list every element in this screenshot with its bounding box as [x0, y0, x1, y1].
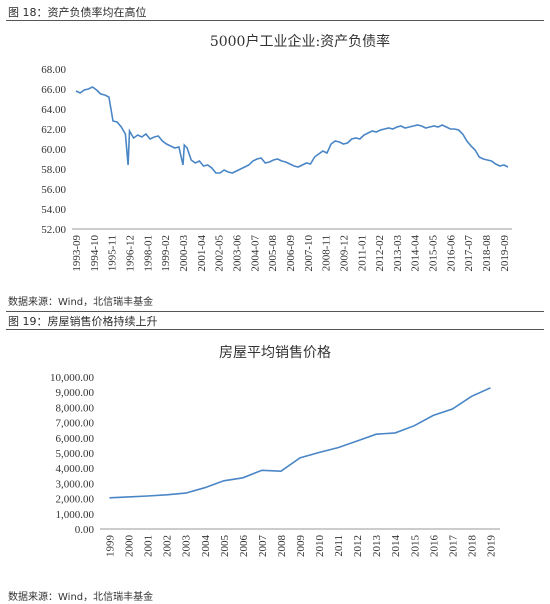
- x-tick-label: 2014-04: [410, 235, 422, 272]
- x-tick-label: 2006-09: [285, 235, 297, 272]
- x-tick-label: 2000-03: [178, 235, 190, 272]
- x-tick-label: 2010: [314, 535, 326, 558]
- chart-1-title: 5000户工业企业:资产负债率: [210, 33, 390, 50]
- x-tick-label: 2016-06: [445, 235, 457, 272]
- debt-ratio-chart: 5000户工业企业:资产负债率 68.00 66.00 64.00 62.00 60.0…: [41, 33, 512, 272]
- figure-19-caption: 图 19：房屋销售价格持续上升: [8, 315, 158, 328]
- chart-2-plot-area: [109, 387, 491, 499]
- house-price-series-line: [109, 387, 491, 499]
- debt-ratio-series-line: [75, 86, 509, 174]
- x-tick-label: 1999-02: [160, 235, 172, 272]
- figure-18-source: 数据来源：Wind，北信瑞丰基金: [8, 297, 154, 308]
- x-tick-label: 2011: [333, 535, 345, 557]
- x-tick-label: 1998-01: [142, 235, 154, 272]
- y-tick-label: 1,000.00: [56, 509, 95, 521]
- figure-19-source: 数据来源：Wind，北信瑞丰基金: [8, 592, 154, 603]
- x-tick-label: 2019: [485, 535, 497, 558]
- x-tick-label: 2015: [409, 535, 421, 558]
- x-tick-label: 2014: [390, 535, 402, 558]
- x-tick-label: 2019-09: [499, 235, 511, 272]
- x-tick-label: 2016: [428, 535, 440, 558]
- x-tick-label: 2002: [162, 535, 174, 557]
- x-tick-label: 2018-08: [481, 235, 493, 272]
- y-tick-label: 68.00: [41, 64, 66, 76]
- x-tick-label: 2007: [257, 535, 269, 558]
- x-tick-label: 2011-01: [356, 235, 368, 271]
- x-tick-label: 1996-12: [124, 235, 136, 272]
- figure-18-caption: 图 18：资产负债率均在高位: [8, 6, 147, 19]
- x-tick-label: 2004: [200, 535, 212, 558]
- y-tick-label: 66.00: [41, 84, 66, 96]
- y-tick-label: 54.00: [41, 204, 66, 216]
- x-tick-label: 2003: [181, 535, 193, 558]
- x-tick-label: 1999: [105, 535, 117, 558]
- x-tick-label: 2012-02: [374, 235, 386, 272]
- y-tick-label: 6,000.00: [56, 433, 95, 445]
- x-tick-label: 2008-11: [321, 235, 333, 271]
- x-tick-label: 2008: [276, 535, 288, 558]
- y-tick-label: 3,000.00: [56, 478, 95, 490]
- x-tick-label: 1994-10: [89, 235, 101, 272]
- x-tick-label: 2015-05: [428, 235, 440, 272]
- x-tick-label: 2000: [124, 535, 136, 558]
- x-tick-label: 1995-11: [107, 235, 119, 271]
- y-tick-label: 10,000.00: [50, 372, 95, 384]
- chart-2-x-axis: 1999 2000 2001 2002 2003 2004 2005 2006 2007 2008…: [105, 535, 498, 558]
- caption-rule-middle: [6, 311, 544, 312]
- y-tick-label: 58.00: [41, 164, 66, 176]
- x-tick-label: 2018: [466, 535, 478, 558]
- y-tick-label: 2,000.00: [56, 494, 95, 506]
- x-tick-label: 2001: [143, 535, 155, 557]
- chart-2-y-axis: 10,000.00 9,000.00 8,000.00 7,000.00 6,000.0…: [50, 372, 500, 536]
- x-tick-label: 2001-04: [196, 235, 208, 272]
- x-tick-label: 2005: [219, 535, 231, 558]
- y-tick-label: 0.00: [75, 524, 95, 536]
- y-tick-label: 56.00: [41, 184, 66, 196]
- x-tick-label: 2009: [295, 535, 307, 558]
- y-tick-label: 7,000.00: [56, 418, 95, 430]
- x-tick-label: 2017-07: [463, 235, 475, 272]
- y-tick-label: 8,000.00: [56, 402, 95, 414]
- y-tick-label: 52.00: [41, 224, 66, 236]
- x-tick-label: 2013-03: [392, 235, 404, 272]
- chart-1-plot-area: [75, 86, 509, 174]
- x-tick-label: 2006: [238, 535, 250, 558]
- caption-rule-lower: [6, 329, 544, 330]
- y-tick-label: 64.00: [41, 104, 66, 116]
- chart-1-y-axis: 68.00 66.00 64.00 62.00 60.00 58.00 56.00 54.00…: [41, 64, 512, 236]
- chart-2-title: 房屋平均销售价格: [219, 345, 331, 361]
- y-tick-label: 4,000.00: [56, 463, 95, 475]
- caption-rule-top: [6, 20, 544, 21]
- x-tick-label: 2009-12: [338, 235, 350, 272]
- x-tick-label: 2012: [352, 535, 364, 557]
- x-tick-label: 2003-06: [231, 235, 243, 272]
- y-tick-label: 5,000.00: [56, 448, 95, 460]
- x-tick-label: 2005-08: [267, 235, 279, 272]
- x-tick-label: 1993-09: [71, 235, 83, 272]
- y-tick-label: 9,000.00: [56, 387, 95, 399]
- y-tick-label: 60.00: [41, 144, 66, 156]
- chart-1-x-axis: 1993-09 1994-10 1995-11 1996-12 1998-01 1999-…: [71, 235, 511, 272]
- x-tick-label: 2017: [447, 535, 459, 558]
- x-tick-label: 2013: [371, 535, 383, 558]
- house-price-chart: 房屋平均销售价格 10,000.00 9,000.00 8,000.00 7,000.…: [50, 345, 500, 558]
- y-tick-label: 62.00: [41, 124, 66, 136]
- x-tick-label: 2007-10: [303, 235, 315, 272]
- x-tick-label: 2004-07: [249, 235, 261, 272]
- x-tick-label: 2002-05: [214, 235, 226, 272]
